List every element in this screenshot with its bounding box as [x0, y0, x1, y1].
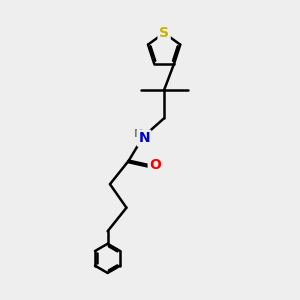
- Text: H: H: [134, 128, 143, 139]
- Text: O: O: [149, 158, 161, 172]
- Text: N: N: [138, 131, 150, 145]
- Text: S: S: [159, 26, 169, 40]
